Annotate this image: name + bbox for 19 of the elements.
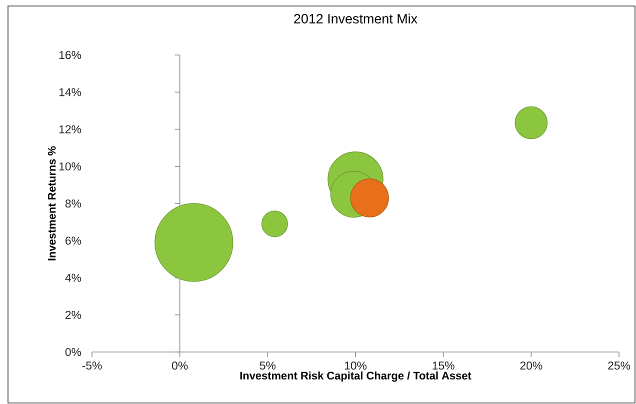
y-tick-label: 8%	[65, 199, 82, 208]
x-tick-label: 20%	[520, 362, 542, 370]
x-tick-label: 5%	[260, 362, 276, 370]
x-tick-label: -5%	[82, 362, 102, 370]
y-tick-label: 10%	[59, 162, 82, 170]
y-tick-label: 12%	[59, 125, 82, 134]
y-tick-label: 4%	[65, 274, 82, 282]
y-tick-label: 14%	[59, 88, 82, 96]
x-tick-label: 0%	[172, 362, 188, 370]
chart-title: 2012 Investment Mix	[294, 14, 418, 24]
y-tick-label: 16%	[59, 50, 82, 60]
y-tick-label: 6%	[66, 236, 82, 245]
x-tick-label: 25%	[608, 362, 630, 370]
x-tick-label: 15%	[432, 362, 454, 370]
y-axis-title: Investment Returns %	[48, 146, 56, 260]
x-tick-label: 10%	[344, 362, 367, 370]
x-axis-title: Investment Risk Capital Charge / Total Asset	[240, 371, 472, 382]
y-tick-label: 0%	[65, 348, 82, 356]
y-tick-label: 2%	[66, 310, 82, 319]
